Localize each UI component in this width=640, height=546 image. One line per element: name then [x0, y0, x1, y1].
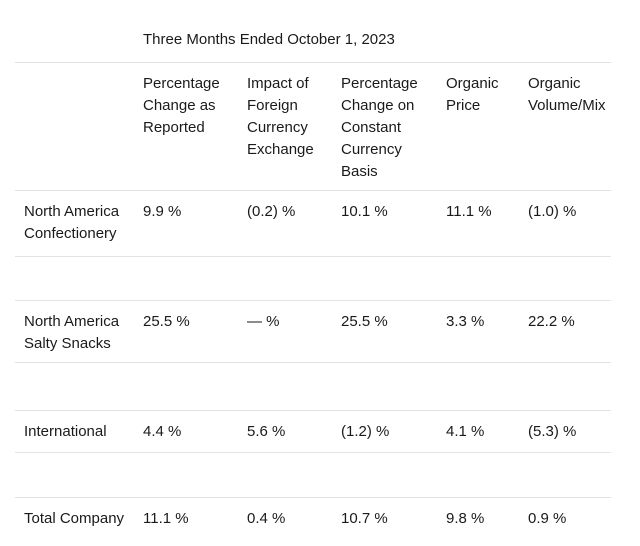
value-cell: 5.6 %	[247, 423, 286, 440]
value-cell: 0.9 %	[528, 510, 567, 527]
table-row-north-america-salty-snacks: North America Salty Snacks 25.5 % — % 25…	[15, 301, 611, 363]
header-cell-organic-volume-mix: Organic Volume/Mix	[528, 75, 606, 114]
table-title: Three Months Ended October 1, 2023	[143, 31, 395, 48]
spacer-row	[15, 453, 611, 498]
value-cell: 11.1 %	[143, 510, 189, 527]
row-label: International	[24, 423, 107, 440]
value-cell: 0.4 %	[247, 510, 286, 527]
value-cell: — %	[247, 313, 280, 330]
value-cell: 9.8 %	[446, 510, 485, 527]
value-cell: (5.3) %	[528, 423, 577, 440]
header-cell-organic-price: Organic Price	[446, 75, 499, 114]
value-cell: 4.4 %	[143, 423, 182, 440]
value-cell: 9.9 %	[143, 203, 182, 220]
table-row-total-company: Total Company 11.1 % 0.4 % 10.7 % 9.8 % …	[15, 498, 611, 546]
value-cell: (1.2) %	[341, 423, 390, 440]
row-label: North America Confectionery	[24, 203, 120, 242]
header-cell-empty	[15, 63, 143, 190]
row-label: North America Salty Snacks	[24, 313, 120, 352]
value-cell: 10.7 %	[341, 510, 388, 527]
table-header-row: Percentage Change as Reported Impact of …	[15, 63, 611, 191]
value-cell: (1.0) %	[528, 203, 577, 220]
header-cell-pct-change-constant: Percentage Change on Constant Currency B…	[341, 75, 418, 180]
spacer-row	[15, 363, 611, 411]
spacer-row	[15, 257, 611, 301]
table-row-north-america-confectionery: North America Confectionery 9.9 % (0.2) …	[15, 191, 611, 257]
value-cell: 25.5 %	[341, 313, 388, 330]
value-cell: 11.1 %	[446, 203, 492, 220]
value-cell: (0.2) %	[247, 203, 296, 220]
header-cell-fx-impact: Impact of Foreign Currency Exchange	[247, 75, 314, 158]
value-cell: 3.3 %	[446, 313, 485, 330]
table-title-row: Three Months Ended October 1, 2023	[15, 0, 611, 63]
value-cell: 25.5 %	[143, 313, 190, 330]
value-cell: 4.1 %	[446, 423, 485, 440]
header-cell-pct-change-reported: Percentage Change as Reported	[143, 75, 220, 136]
segment-results-table: Three Months Ended October 1, 2023 Perce…	[15, 0, 611, 546]
row-label: Total Company	[24, 510, 125, 527]
value-cell: 10.1 %	[341, 203, 388, 220]
value-cell: 22.2 %	[528, 313, 575, 330]
table-row-international: International 4.4 % 5.6 % (1.2) % 4.1 % …	[15, 411, 611, 453]
